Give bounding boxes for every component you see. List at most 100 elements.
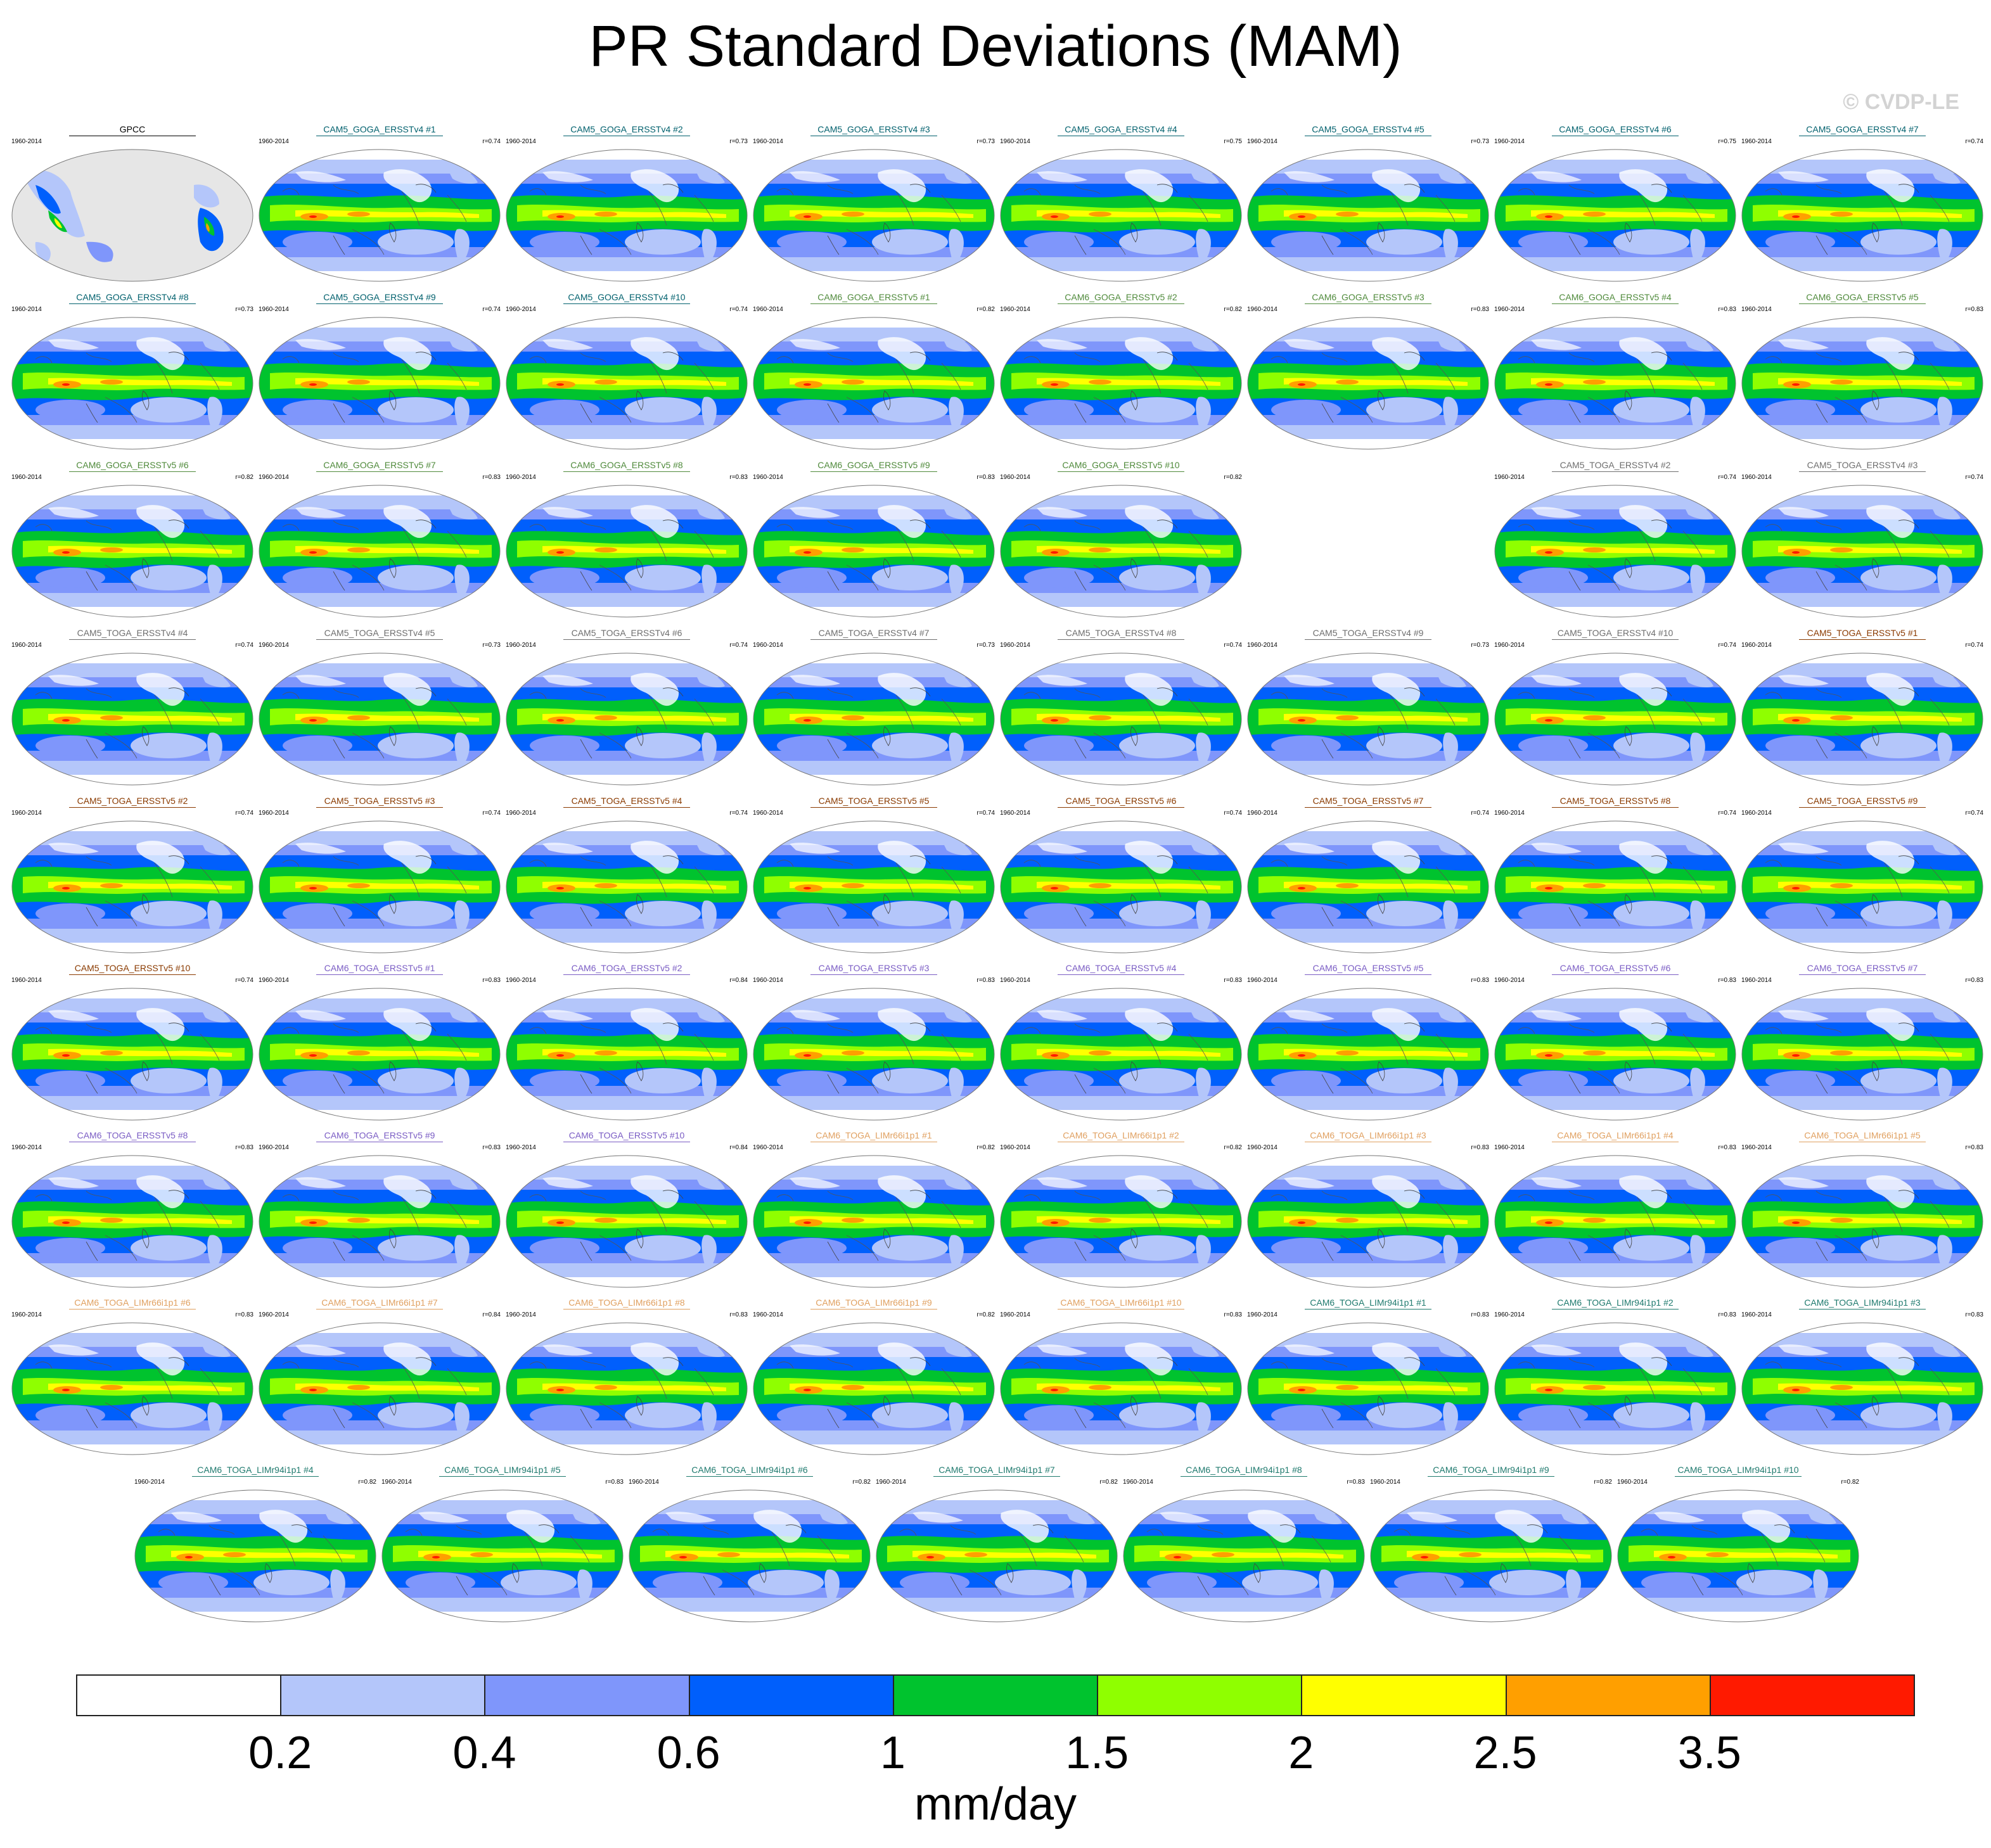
model-map xyxy=(504,315,749,452)
panel-title: CAM5_TOGA_ERSSTv4 #8 xyxy=(997,628,1245,640)
panel-period: 1960-2014 xyxy=(134,1479,165,1486)
map-panel: CAM6_TOGA_ERSSTv5 #3 1960-2014 r=0.83 xyxy=(750,959,997,1125)
map-panel: CAM5_GOGA_ERSSTv4 #6 1960-2014 r=0.75 xyxy=(1492,120,1739,286)
panel-title: CAM6_GOGA_ERSSTv5 #2 xyxy=(997,292,1245,304)
panel-period: 1960-2014 xyxy=(1494,306,1525,313)
model-map xyxy=(10,986,255,1123)
panel-title: CAM5_GOGA_ERSSTv4 #8 xyxy=(9,292,256,304)
panel-period: 1960-2014 xyxy=(1247,138,1277,145)
map-panel: CAM5_TOGA_ERSSTv5 #3 1960-2014 r=0.74 xyxy=(256,792,503,958)
map-panel: CAM6_TOGA_LIMr66i1p1 #1 1960-2014 r=0.82 xyxy=(750,1126,997,1292)
map-panel: CAM5_GOGA_ERSSTv4 #9 1960-2014 r=0.74 xyxy=(256,288,503,454)
panel-correlation: r=0.82 xyxy=(1224,474,1242,481)
panel-title: CAM6_TOGA_ERSSTv5 #7 xyxy=(1739,963,1986,975)
panel-correlation: r=0.83 xyxy=(1347,1479,1365,1486)
panel-correlation: r=0.83 xyxy=(1471,1311,1489,1318)
panel-title: CAM5_GOGA_ERSSTv4 #4 xyxy=(997,124,1245,136)
panel-period: 1960-2014 xyxy=(506,810,536,817)
panel-period: 1960-2014 xyxy=(753,1311,783,1318)
map-panel: CAM5_TOGA_ERSSTv5 #6 1960-2014 r=0.74 xyxy=(997,792,1245,958)
panel-correlation: r=0.83 xyxy=(1224,1311,1242,1318)
map-panel: GPCC 1960-2014 xyxy=(9,120,256,286)
map-panel: CAM6_TOGA_ERSSTv5 #5 1960-2014 r=0.83 xyxy=(1245,959,1492,1125)
map-panel: CAM6_GOGA_ERSSTv5 #9 1960-2014 r=0.83 xyxy=(750,456,997,622)
model-map xyxy=(1246,315,1490,452)
map-panel: CAM6_TOGA_LIMr66i1p1 #3 1960-2014 r=0.83 xyxy=(1245,1126,1492,1292)
map-panel: CAM5_TOGA_ERSSTv4 #8 1960-2014 r=0.74 xyxy=(997,624,1245,790)
model-map xyxy=(504,651,749,787)
panel-period: 1960-2014 xyxy=(259,810,289,817)
panel-correlation: r=0.83 xyxy=(1471,306,1489,313)
panel-period: 1960-2014 xyxy=(1000,810,1030,817)
panel-period: 1960-2014 xyxy=(1494,1144,1525,1151)
panel-title: CAM5_GOGA_ERSSTv4 #10 xyxy=(503,292,750,304)
model-map xyxy=(1493,819,1738,955)
colorbar-segment xyxy=(76,1674,282,1716)
colorbar-segment xyxy=(280,1674,486,1716)
map-panel: CAM6_GOGA_ERSSTv5 #1 1960-2014 r=0.82 xyxy=(750,288,997,454)
model-map xyxy=(257,1153,502,1290)
panel-title: CAM6_TOGA_ERSSTv5 #9 xyxy=(256,1130,503,1142)
panel-period: 1960-2014 xyxy=(259,138,289,145)
map-panel: CAM6_TOGA_LIMr66i1p1 #10 1960-2014 r=0.83 xyxy=(997,1294,1245,1460)
map-panel: CAM5_TOGA_ERSSTv5 #10 1960-2014 r=0.74 xyxy=(9,959,256,1125)
panel-title: CAM6_GOGA_ERSSTv5 #7 xyxy=(256,460,503,472)
panel-period: 1960-2014 xyxy=(1247,810,1277,817)
panel-correlation: r=0.83 xyxy=(235,1144,253,1151)
panel-period: 1960-2014 xyxy=(11,642,42,649)
map-panel: CAM5_TOGA_ERSSTv5 #7 1960-2014 r=0.74 xyxy=(1245,792,1492,958)
panel-period: 1960-2014 xyxy=(506,138,536,145)
panel-correlation: r=0.84 xyxy=(729,1144,748,1151)
panel-period: 1960-2014 xyxy=(506,977,536,984)
panel-period: 1960-2014 xyxy=(1000,138,1030,145)
panel-period: 1960-2014 xyxy=(381,1479,412,1486)
panel-correlation: r=0.83 xyxy=(976,474,995,481)
panel-title: CAM6_TOGA_LIMr94i1p1 #6 xyxy=(626,1465,873,1477)
model-map xyxy=(1246,147,1490,284)
panel-title: CAM6_TOGA_LIMr94i1p1 #1 xyxy=(1245,1297,1492,1310)
panel-correlation: r=0.82 xyxy=(976,1144,995,1151)
panel-correlation: r=0.75 xyxy=(1718,138,1736,145)
map-panel: CAM6_GOGA_ERSSTv5 #5 1960-2014 r=0.83 xyxy=(1739,288,1986,454)
panel-title: CAM6_GOGA_ERSSTv5 #3 xyxy=(1245,292,1492,304)
observed-map xyxy=(10,147,255,284)
model-map xyxy=(752,651,996,787)
panel-period: 1960-2014 xyxy=(1741,1311,1772,1318)
model-map xyxy=(1740,1320,1985,1457)
panel-title: CAM5_TOGA_ERSSTv4 #4 xyxy=(9,628,256,640)
panel-correlation: r=0.83 xyxy=(482,474,501,481)
panel-period: 1960-2014 xyxy=(1741,138,1772,145)
panel-title: CAM5_TOGA_ERSSTv5 #7 xyxy=(1245,796,1492,808)
map-panel: CAM6_TOGA_ERSSTv5 #1 1960-2014 r=0.83 xyxy=(256,959,503,1125)
panel-correlation: r=0.73 xyxy=(1471,642,1489,649)
panel-title: CAM6_GOGA_ERSSTv5 #4 xyxy=(1492,292,1739,304)
panel-title: CAM6_TOGA_LIMr66i1p1 #6 xyxy=(9,1297,256,1310)
panel-title: CAM5_TOGA_ERSSTv5 #10 xyxy=(9,963,256,975)
map-panel: CAM5_GOGA_ERSSTv4 #10 1960-2014 r=0.74 xyxy=(503,288,750,454)
map-panel: CAM5_TOGA_ERSSTv4 #6 1960-2014 r=0.74 xyxy=(503,624,750,790)
panel-period: 1960-2014 xyxy=(11,474,42,481)
model-map xyxy=(1493,1153,1738,1290)
panel-correlation: r=0.74 xyxy=(1718,642,1736,649)
model-map xyxy=(380,1488,625,1624)
panel-title: CAM6_TOGA_LIMr66i1p1 #8 xyxy=(503,1297,750,1310)
colorbar-tick-label: 2 xyxy=(1288,1728,1314,1778)
map-panel: CAM5_GOGA_ERSSTv4 #2 1960-2014 r=0.73 xyxy=(503,120,750,286)
model-map xyxy=(1122,1488,1366,1624)
colorbar-tick-label: 0.6 xyxy=(656,1728,720,1778)
colorbar-tick-label: 0.2 xyxy=(248,1728,312,1778)
map-panel: CAM5_TOGA_ERSSTv4 #3 1960-2014 r=0.74 xyxy=(1739,456,1986,622)
panel-title: CAM5_TOGA_ERSSTv4 #3 xyxy=(1739,460,1986,472)
panel-correlation: r=0.83 xyxy=(482,977,501,984)
map-panel: CAM6_TOGA_LIMr94i1p1 #6 1960-2014 r=0.82 xyxy=(626,1461,873,1627)
panel-correlation: r=0.83 xyxy=(1224,977,1242,984)
colorbar-segment xyxy=(892,1674,1099,1716)
panel-correlation: r=0.84 xyxy=(729,977,748,984)
panel-correlation: r=0.83 xyxy=(1718,977,1736,984)
panel-period: 1960-2014 xyxy=(11,306,42,313)
panel-correlation: r=0.74 xyxy=(1718,810,1736,817)
panel-correlation: r=0.82 xyxy=(358,1479,376,1486)
colorbar-tick-label: 2.5 xyxy=(1473,1728,1537,1778)
panel-title: CAM6_TOGA_LIMr94i1p1 #8 xyxy=(1120,1465,1367,1477)
panel-correlation: r=0.73 xyxy=(729,138,748,145)
